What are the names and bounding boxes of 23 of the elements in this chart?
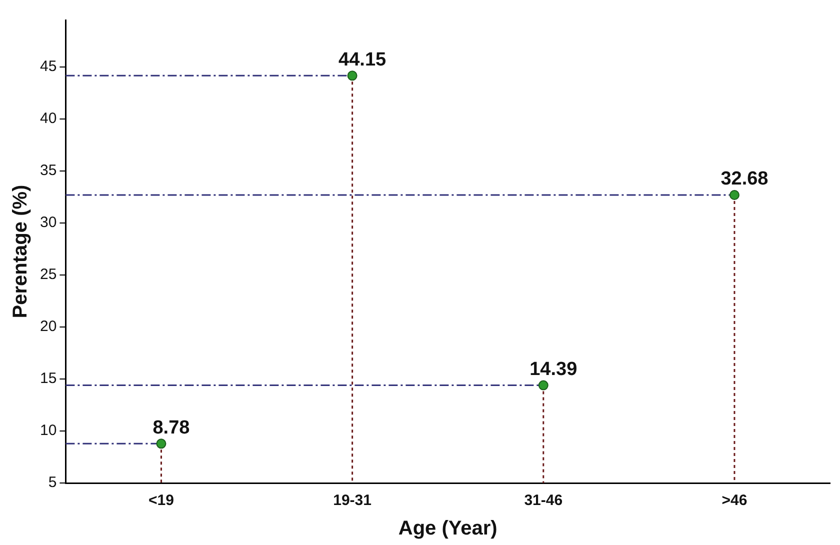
y-tick-label: 45 xyxy=(40,58,57,75)
y-tick-label: 15 xyxy=(40,370,57,388)
point xyxy=(156,438,166,449)
y-tick-label: 30 xyxy=(40,214,57,232)
y-tick-label: 5 xyxy=(48,474,57,492)
y-tick-label: 40 xyxy=(40,110,57,127)
x-tick-label: 19-31 xyxy=(333,492,372,510)
point xyxy=(729,190,740,200)
x-tick-label: 31-46 xyxy=(524,492,563,510)
y-tick-label: 20 xyxy=(40,318,57,336)
x-axis-title: Age (Year) xyxy=(398,518,498,540)
y-tick-label: 10 xyxy=(40,422,57,440)
point xyxy=(347,70,358,81)
x-tick-label: >46 xyxy=(722,492,748,510)
point xyxy=(538,380,548,390)
data-label: 8.78 xyxy=(152,417,190,438)
y-axis-title: Perentage (%) xyxy=(10,184,32,318)
data-label: 44.15 xyxy=(338,49,387,70)
data-label: 32.68 xyxy=(720,168,768,190)
x-tick-label: <19 xyxy=(148,492,174,510)
y-tick-label: 35 xyxy=(40,162,57,180)
y-tick-label: 25 xyxy=(40,266,57,284)
data-label: 14.39 xyxy=(530,359,578,380)
